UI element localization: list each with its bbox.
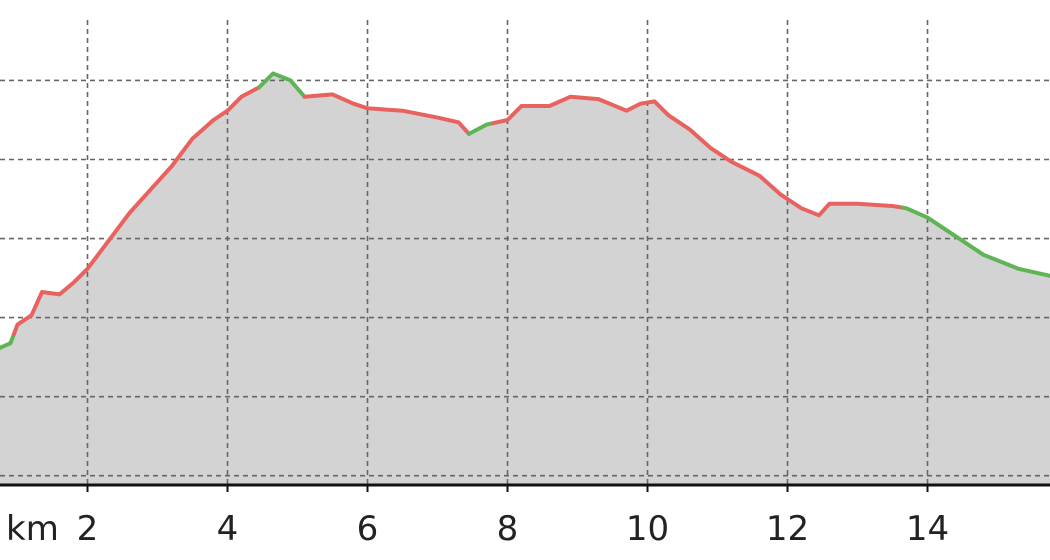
x-tick-label-14: 14 <box>906 509 949 549</box>
elevation-area <box>0 73 1050 485</box>
profile-segment-climb-3 <box>302 92 471 136</box>
x-tick-label-10: 10 <box>626 509 669 549</box>
profile-segment-descent-0 <box>0 331 16 350</box>
x-tick-label-4: 4 <box>217 509 239 549</box>
x-tick-label-8: 8 <box>497 509 519 549</box>
x-axis-unit-label: km <box>6 509 59 549</box>
profile-segment-climb-5 <box>491 94 905 218</box>
x-tick-label-6: 6 <box>357 509 379 549</box>
x-tick-label-12: 12 <box>766 509 809 549</box>
x-tick-label-2: 2 <box>77 509 99 549</box>
profile-segment-descent-6 <box>901 205 1050 278</box>
profile-segment-descent-4 <box>467 121 496 136</box>
profile-segment-descent-2 <box>257 71 307 99</box>
profile-segment-climb-1 <box>12 85 261 336</box>
